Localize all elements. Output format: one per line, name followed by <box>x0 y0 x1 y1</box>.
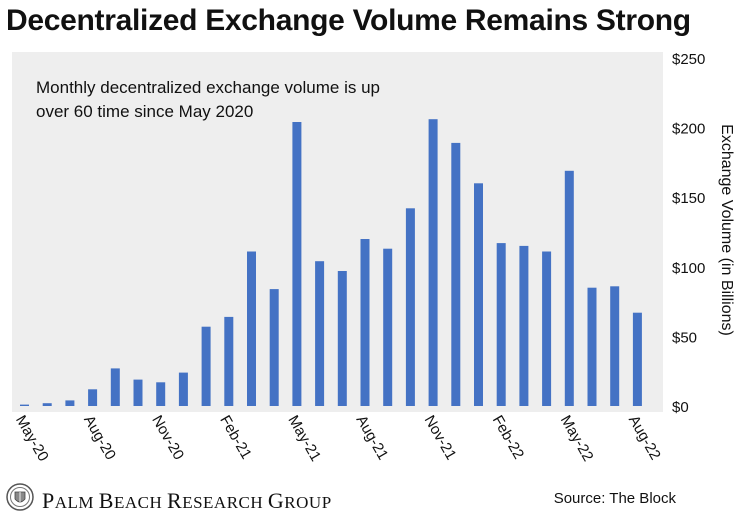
bar-Mar-21 <box>247 251 256 406</box>
bar-May-22 <box>564 170 574 406</box>
bar-Aug-21 <box>360 239 370 406</box>
bar-Oct-20 <box>133 379 143 406</box>
plot-area <box>12 52 663 412</box>
y-tick-label: $0 <box>672 399 689 416</box>
x-tick-label: Feb-22 <box>489 413 527 463</box>
page-title: Decentralized Exchange Volume Remains St… <box>6 4 691 37</box>
bar-Apr-21 <box>269 289 279 406</box>
x-tick-label: Aug-20 <box>80 413 119 463</box>
y-axis-label: Exchange Volume (in Billions) <box>718 124 735 336</box>
y-tick-label: $100 <box>672 260 705 277</box>
x-tick-label: Aug-22 <box>625 413 664 463</box>
bar-Feb-21 <box>224 316 234 406</box>
bar-Apr-22 <box>542 251 552 406</box>
bar-Jun-22 <box>587 287 597 406</box>
brand-name: PALM BEACH RESEARCH GROUP <box>42 488 332 513</box>
bar-Mar-22 <box>519 245 529 406</box>
bar-Jan-21 <box>201 326 211 406</box>
y-tick-label: $200 <box>672 121 705 138</box>
bar-May-20 <box>20 404 29 406</box>
bar-Dec-20 <box>178 372 188 406</box>
x-tick-label: Nov-21 <box>421 413 460 463</box>
bar-Feb-22 <box>496 243 506 406</box>
bar-Aug-22 <box>632 312 642 406</box>
y-tick-label: $150 <box>672 190 705 207</box>
y-tick-label: $50 <box>672 329 697 346</box>
bar-Jun-21 <box>315 261 325 406</box>
bar-Jun-20 <box>42 403 52 406</box>
bar-May-21 <box>292 122 302 406</box>
bar-Nov-20 <box>156 382 166 406</box>
source-note: Source: The Block <box>553 490 676 507</box>
crest-seal-icon <box>6 483 34 511</box>
annotation-line-1: Monthly decentralized exchange volume is… <box>36 78 380 97</box>
y-tick-label: $250 <box>672 51 705 68</box>
x-tick-label: May-20 <box>12 413 52 465</box>
bar-Oct-21 <box>405 208 415 406</box>
x-tick-label: Feb-21 <box>216 413 254 463</box>
bar-Dec-21 <box>451 142 461 406</box>
bar-Nov-21 <box>428 119 438 406</box>
annotation-line-2: over 60 time since May 2020 <box>36 102 254 121</box>
bar-Jul-20 <box>65 400 75 406</box>
x-tick-label: Nov-20 <box>148 413 187 463</box>
x-tick-label: May-22 <box>557 413 597 465</box>
bar-Sep-20 <box>110 368 120 406</box>
x-tick-label: Aug-21 <box>353 413 392 463</box>
bar-Jul-21 <box>337 271 347 406</box>
x-tick-label: May-21 <box>284 413 324 465</box>
bar-Jul-22 <box>610 286 620 406</box>
chart-annotation: Monthly decentralized exchange volume is… <box>36 76 396 124</box>
bar-Sep-21 <box>383 248 393 406</box>
bar-Aug-20 <box>88 389 98 406</box>
bar-Jan-22 <box>474 183 483 406</box>
